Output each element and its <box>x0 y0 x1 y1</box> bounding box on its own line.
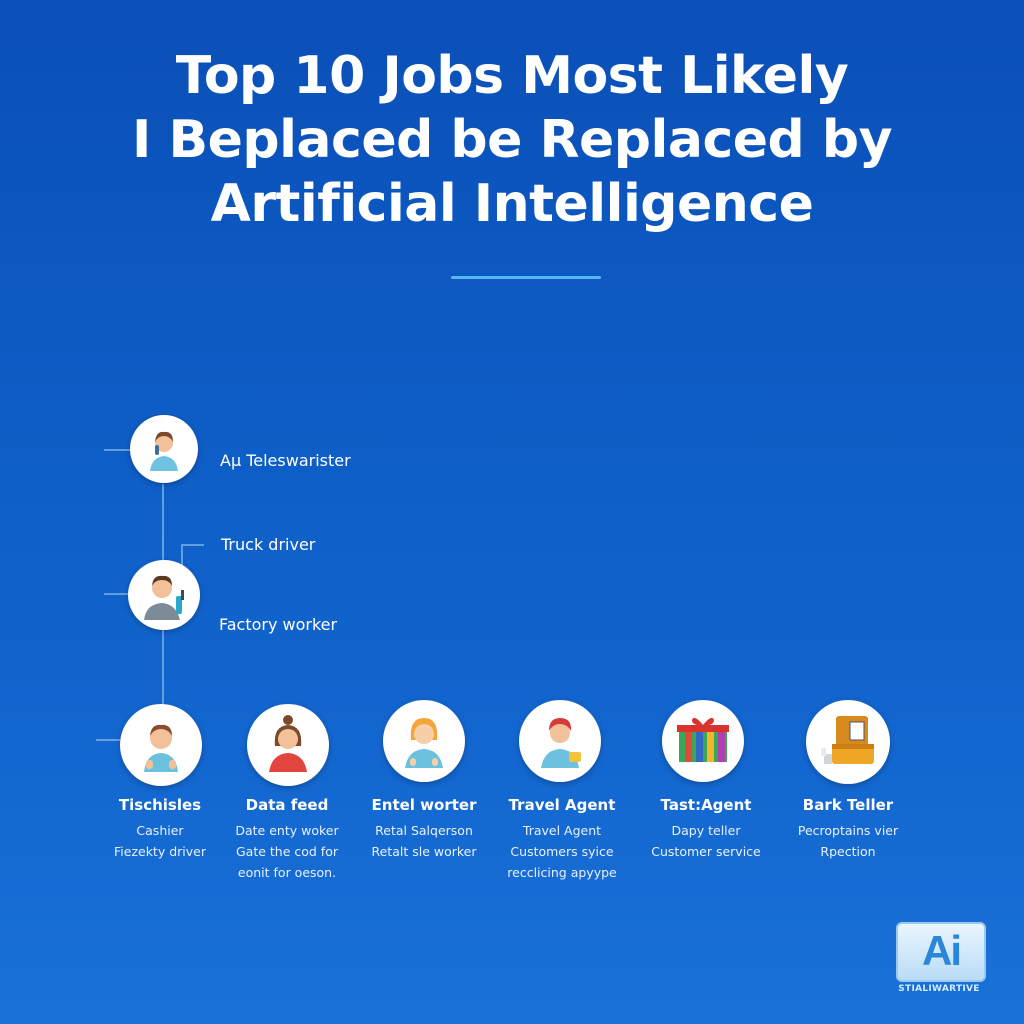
cash-box-icon <box>806 700 890 784</box>
job-column-line: Dapy teller <box>671 823 741 838</box>
title-divider <box>451 276 601 279</box>
woman-icon <box>247 704 329 786</box>
job-column-line: Fiezekty driver <box>114 844 206 859</box>
job-column-line: Customers syice <box>510 844 614 859</box>
job-column-title: Entel worter <box>371 796 477 814</box>
job-column-4: Travel Agent Travel Agent Customers syic… <box>487 794 637 883</box>
person-tool-icon <box>128 560 200 630</box>
job-column-title: Bark Teller <box>802 796 894 814</box>
red-hair-person-icon <box>519 700 601 782</box>
blond-person-icon <box>383 700 465 782</box>
side-item-label-1: Aµ Teleswarister <box>220 451 351 470</box>
job-column-title: Travel Agent <box>508 796 616 814</box>
title-line-3: Artificial Intelligence <box>210 174 814 234</box>
job-column-3: Entel worter Retal Salqerson Retalt sle … <box>349 794 499 862</box>
job-column-title: Tast:Agent <box>660 796 752 814</box>
person-phone-icon <box>130 415 198 483</box>
job-column-1: Tischisles Cashier Fiezekty driver <box>85 794 235 862</box>
job-column-6: Bark Teller Pecroptains vier Rpection <box>773 794 923 862</box>
boy-icon <box>120 704 202 786</box>
title-line-1: Top 10 Jobs Most Likely <box>175 46 849 106</box>
job-column-line: Rpection <box>820 844 876 859</box>
job-column-5: Tast:Agent Dapy teller Customer service <box>631 794 781 862</box>
job-column-line: Cashier <box>136 823 184 838</box>
job-column-line: Travel Agent <box>522 823 602 838</box>
side-item-label-2: Truck driver <box>221 535 316 554</box>
job-column-line: Customer service <box>651 844 761 859</box>
ai-logo-caption: STIALIWARTIVE <box>898 984 980 994</box>
gift-box-icon <box>662 700 744 782</box>
title-line-2: I Beplaced be Replaced by <box>132 110 892 170</box>
ai-logo: Ai <box>896 922 986 982</box>
job-column-line: eonit for oeson. <box>237 865 337 880</box>
job-column-2: Data feed Date enty woker Gate the cod f… <box>212 794 362 883</box>
page-title: Top 10 Jobs Most Likely I Beplaced be Re… <box>0 44 1024 236</box>
job-column-line: Retalt sle worker <box>371 844 477 859</box>
job-column-title: Data feed <box>245 796 329 814</box>
side-item-label-3: Factory worker <box>219 615 338 634</box>
ai-logo-mark: Ai <box>922 927 962 974</box>
job-column-line: recclicing apyype <box>507 865 617 880</box>
job-column-line: Retal Salqerson <box>375 823 473 838</box>
job-column-title: Tischisles <box>118 796 202 814</box>
job-column-line: Date enty woker <box>235 823 339 838</box>
connector-3 <box>181 544 204 572</box>
job-column-line: Gate the cod for <box>235 844 338 859</box>
job-column-line: Pecroptains vier <box>797 823 899 838</box>
